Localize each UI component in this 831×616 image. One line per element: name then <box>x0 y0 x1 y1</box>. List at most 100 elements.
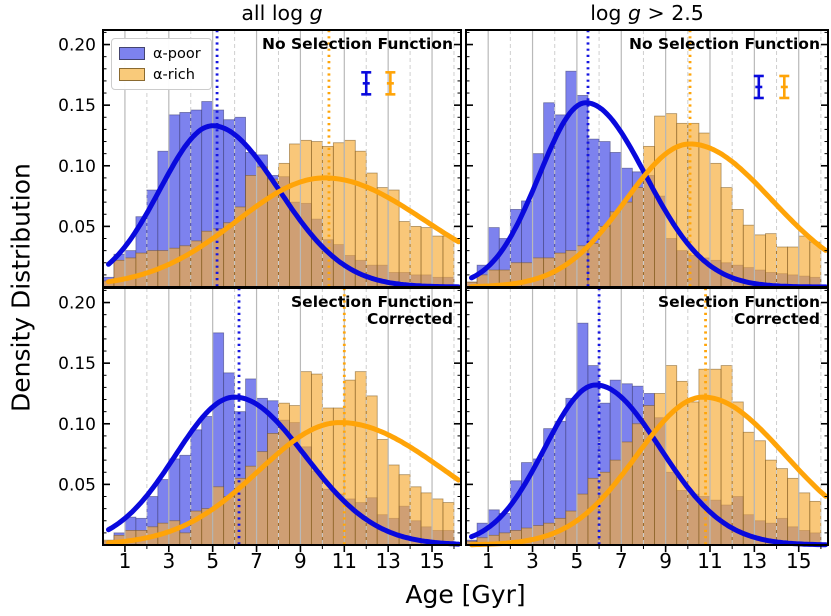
x-tick-label: 1 <box>119 549 132 573</box>
hist-bar <box>609 211 622 288</box>
kde-curve-alpha-rich <box>469 141 829 290</box>
hist-bar <box>310 141 323 288</box>
x-tick-label: 13 <box>742 549 767 573</box>
hist-bar <box>442 502 455 546</box>
legend-swatch-alpha-rich <box>119 68 145 81</box>
kde-curves <box>106 123 462 290</box>
hist-bar <box>179 454 192 546</box>
hist-bar <box>620 441 633 546</box>
hist-bar <box>765 459 777 546</box>
annotation-top-right-panel: No Selection Function <box>629 35 820 53</box>
hist-bar <box>798 235 811 288</box>
annotation-bottom-left-panel: Selection Function Corrected <box>291 293 453 329</box>
y-tick-label: 0.20 <box>58 36 96 56</box>
hist-bar <box>431 235 444 288</box>
hist-bar <box>223 496 236 546</box>
hist-bar <box>310 373 323 546</box>
hist-bar <box>765 233 777 288</box>
panel-bottom-left: 1 3 5 7 9 11 13 150.050.100.150.20 <box>58 287 462 573</box>
panel-spines <box>465 287 829 546</box>
y-tick-label: 0.20 <box>58 294 96 314</box>
tick-labels: 1 3 5 7 9 11 13 15 <box>482 549 812 573</box>
x-tick-label: 15 <box>786 549 811 573</box>
error-marker-alpha-rich <box>779 74 790 100</box>
annotation-top-left-panel: No Selection Function <box>262 35 453 53</box>
hist-bar <box>420 492 433 546</box>
y-tick-label: 0.05 <box>58 217 96 237</box>
x-tick-label: 11 <box>697 549 722 573</box>
hist-bar <box>289 405 301 546</box>
hist-bar <box>256 166 268 288</box>
hist-bar <box>245 175 257 288</box>
title-left-pre: all log <box>241 1 310 25</box>
hist-bar <box>787 246 800 288</box>
x-tick-label: 3 <box>162 549 175 573</box>
hist-bar <box>431 498 444 546</box>
legend: α-poor α-rich <box>111 38 212 90</box>
hist-bar <box>753 440 766 546</box>
annotation-line: Corrected <box>366 310 453 329</box>
legend-label: α-poor <box>153 45 201 62</box>
hist-bar <box>742 224 755 288</box>
kde-curve-alpha-rich <box>469 394 829 548</box>
hist-bar <box>168 247 181 288</box>
hist-bar <box>654 393 667 546</box>
kde-curve-alpha-poor <box>106 394 462 547</box>
x-tick-label: 13 <box>375 549 400 573</box>
hist-bar <box>620 201 633 288</box>
x-tick-label: 15 <box>419 549 444 573</box>
annotation-line: Selection Function <box>658 293 820 311</box>
gridlines <box>487 30 822 287</box>
y-tick-label: 0.15 <box>58 354 96 374</box>
y-tick-label: 0.15 <box>58 96 96 116</box>
hist-bar <box>776 468 789 546</box>
hist-bar <box>376 187 389 288</box>
title-right-post: > 2.5 <box>640 1 704 25</box>
annotation-bottom-right-panel: Selection Function Corrected <box>658 293 820 329</box>
error-marker-alpha-rich <box>385 71 396 96</box>
annotation-line: No Selection Function <box>262 35 453 53</box>
hist-bar <box>212 486 225 546</box>
x-tick-label: 7 <box>615 549 628 573</box>
legend-label: α-rich <box>153 66 195 83</box>
column-title-left: all log g <box>103 1 461 25</box>
hist-bar <box>124 257 137 288</box>
x-tick-label: 1 <box>482 549 495 573</box>
hist-bar <box>742 431 755 546</box>
hist-bar <box>587 242 600 288</box>
kde-curves <box>106 394 462 547</box>
panel-spines <box>102 287 462 546</box>
error-marker-alpha-poor <box>753 74 764 100</box>
hist-bar <box>532 257 545 288</box>
x-tick-label: 9 <box>294 549 307 573</box>
hist-bar <box>753 234 766 288</box>
hist-bar <box>809 500 822 546</box>
hist-bar <box>420 227 433 288</box>
x-tick-label: 9 <box>659 549 672 573</box>
title-right-g: g <box>627 1 641 25</box>
legend-swatch-alpha-poor <box>119 47 145 60</box>
kde-curve-alpha-poor <box>469 100 829 290</box>
column-title-right: log g > 2.5 <box>466 1 828 25</box>
kde-curves <box>469 100 829 290</box>
hist-bar <box>409 225 422 288</box>
hist-bar <box>720 365 733 546</box>
kde-curve-alpha-poor <box>106 123 462 290</box>
annotation-line: Corrected <box>733 310 820 329</box>
kde-curve-alpha-rich <box>106 420 462 546</box>
hist-bar <box>687 401 700 546</box>
hist-bar <box>665 113 678 288</box>
x-tick-label: 3 <box>526 549 539 573</box>
hist-bar <box>135 252 148 288</box>
panel-bottom-right: 1 3 5 7 9 11 13 15 <box>465 287 829 573</box>
hist-bar <box>598 471 611 546</box>
tick-labels: 1 3 5 7 9 11 13 150.050.100.150.20 <box>58 294 445 573</box>
hist-bar <box>776 246 789 288</box>
annotation-line: No Selection Function <box>629 35 820 53</box>
kde-curves <box>469 382 829 548</box>
legend-item-alpha-rich: α-rich <box>119 64 201 85</box>
hist-bar <box>300 139 312 288</box>
title-right-pre: log <box>590 1 628 25</box>
hist-bar <box>409 486 422 546</box>
